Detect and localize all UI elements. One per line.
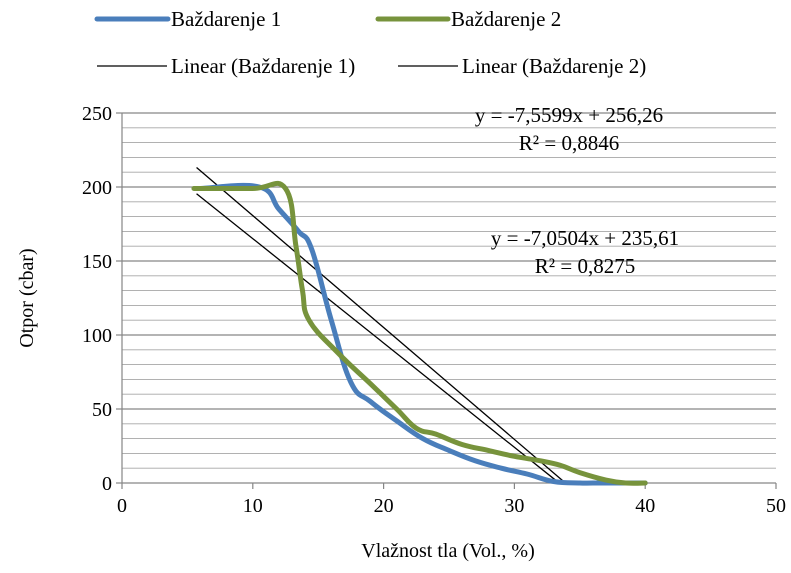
gridlines xyxy=(122,112,776,469)
series-lines xyxy=(191,180,648,486)
equation-label-2: y = -7,0504x + 235,61 xyxy=(491,226,679,250)
x-tick-label: 10 xyxy=(243,495,263,517)
series-line-2 xyxy=(191,180,648,486)
y-tick-label: 200 xyxy=(82,177,112,199)
legend: Baždarenje 1 Baždarenje 2 Linear (Baždar… xyxy=(94,7,646,78)
x-axis-title: Vlažnost tla (Vol., %) xyxy=(361,540,535,562)
r2-label-2: R² = 0,8275 xyxy=(535,254,635,278)
series-line-1 xyxy=(197,182,648,486)
annotations: y = -7,5599x + 256,26 R² = 0,8846 y = -7… xyxy=(475,103,679,278)
legend-label-linear-2: Linear (Baždarenje 2) xyxy=(462,54,646,78)
legend-label-bazdarenje-1: Baždarenje 1 xyxy=(171,7,281,31)
r2-label-1: R² = 0,8846 xyxy=(519,131,619,155)
trendlines xyxy=(196,167,566,484)
trendline-1 xyxy=(196,167,566,484)
trendline-2 xyxy=(196,193,560,484)
axes: 0 50 100 150 200 250 0 10 20 30 40 50 xyxy=(82,103,786,517)
y-tick-label: 250 xyxy=(82,103,112,125)
x-tick-label: 50 xyxy=(766,495,786,517)
x-tick-label: 20 xyxy=(374,495,394,517)
x-tick-label: 30 xyxy=(504,495,524,517)
y-tick-label: 150 xyxy=(82,251,112,273)
y-tick-label: 50 xyxy=(92,399,112,421)
legend-label-linear-1: Linear (Baždarenje 1) xyxy=(171,54,355,78)
y-tick-label: 100 xyxy=(82,325,112,347)
y-tick-label: 0 xyxy=(102,473,112,495)
x-tick-label: 0 xyxy=(117,495,127,517)
equation-label-1: y = -7,5599x + 256,26 xyxy=(475,103,663,127)
x-tick-label: 40 xyxy=(635,495,655,517)
y-axis-title: Otpor (cbar) xyxy=(16,248,38,347)
legend-label-bazdarenje-2: Baždarenje 2 xyxy=(451,7,561,31)
